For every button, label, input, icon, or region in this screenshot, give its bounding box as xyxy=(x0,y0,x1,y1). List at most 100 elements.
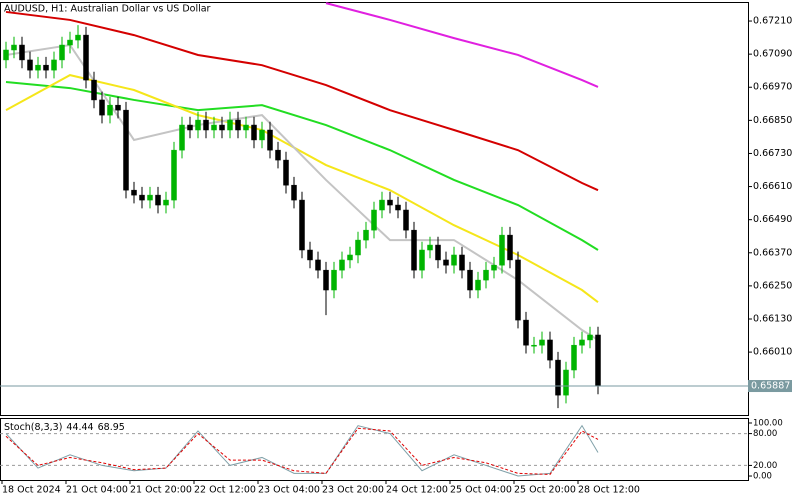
x-tick-label: 28 Oct 12:00 xyxy=(578,485,640,496)
y-tick-label: 80.00 xyxy=(753,429,777,439)
candle-body xyxy=(307,249,313,261)
candle-body xyxy=(179,124,185,151)
y-tick-label: 0.66130 xyxy=(753,313,792,324)
candle-body xyxy=(347,254,353,261)
y-tick-label: 0.66250 xyxy=(753,280,792,291)
candle-body xyxy=(371,209,377,231)
candle-body xyxy=(83,34,89,81)
y-tick-label: 0.66490 xyxy=(753,214,792,225)
candle-body xyxy=(267,129,273,151)
candle-body xyxy=(299,199,305,251)
candle-body xyxy=(19,44,25,61)
x-tick-label: 23 Oct 20:00 xyxy=(322,485,384,496)
candle-body xyxy=(107,104,113,116)
candle-body xyxy=(291,184,297,201)
candle-body xyxy=(443,259,449,266)
x-tick-label: 23 Oct 04:00 xyxy=(258,485,320,496)
candle-body xyxy=(587,334,593,341)
candle-body xyxy=(251,124,257,141)
stoch-title: Stoch(8,3,3) 44.44 68.95 xyxy=(4,422,125,433)
candle-body xyxy=(555,359,561,396)
stoch-line xyxy=(5,427,599,475)
candle-body xyxy=(459,254,465,271)
moving-average xyxy=(5,74,599,303)
last-price-label: 0.65887 xyxy=(751,381,790,392)
x-tick-label: 22 Oct 12:00 xyxy=(194,485,256,496)
candle-body xyxy=(491,264,497,271)
candle-body xyxy=(475,279,481,291)
candle-body xyxy=(147,194,153,201)
candle-body xyxy=(547,339,553,361)
candle-body xyxy=(435,244,441,261)
candle-body xyxy=(451,254,457,266)
candle-body xyxy=(523,319,529,346)
candle-body xyxy=(75,34,81,41)
candle-body xyxy=(595,334,601,387)
candle-body xyxy=(227,119,233,131)
candle-body xyxy=(579,339,585,346)
y-tick-label: 0.66850 xyxy=(753,115,792,126)
candle-body xyxy=(219,124,225,131)
candle-body xyxy=(563,369,569,396)
candle-body xyxy=(163,199,169,206)
candle-body xyxy=(403,209,409,231)
candle-body xyxy=(115,104,121,111)
y-tick-label: 20.00 xyxy=(753,461,777,471)
y-tick-label: 0.66970 xyxy=(753,82,792,93)
candle-body xyxy=(27,59,33,71)
candle-body xyxy=(355,239,361,256)
stoch-name: Stoch(8,3,3) xyxy=(4,422,62,433)
candle-body xyxy=(363,229,369,241)
candle-body xyxy=(67,39,73,46)
y-tick-label: 0.66730 xyxy=(753,148,792,159)
candle-body xyxy=(195,119,201,131)
x-tick-label: 25 Oct 20:00 xyxy=(514,485,576,496)
candle-body xyxy=(499,234,505,266)
candle-body xyxy=(571,344,577,371)
candle-body xyxy=(203,119,209,131)
x-tick-label: 21 Oct 04:00 xyxy=(66,485,128,496)
stoch-value: 68.95 xyxy=(98,422,125,433)
candle-body xyxy=(419,249,425,271)
candle-body xyxy=(43,64,49,71)
y-tick-label: 100.00 xyxy=(753,418,783,428)
last-price-box xyxy=(748,380,792,393)
y-tick-label: 0.67090 xyxy=(753,49,792,60)
candle-body xyxy=(155,194,161,206)
candle-body xyxy=(211,124,217,131)
candle-body xyxy=(139,194,145,201)
candle-body xyxy=(235,119,241,131)
candle-body xyxy=(243,124,249,131)
y-tick-label: 0.67210 xyxy=(753,16,792,27)
stoch-line xyxy=(5,424,599,477)
candle-body xyxy=(187,124,193,131)
candle-body xyxy=(323,269,329,291)
candle-body xyxy=(59,44,65,61)
candle-body xyxy=(427,244,433,251)
x-tick-label: 24 Oct 12:00 xyxy=(386,485,448,496)
stoch-value: 44.44 xyxy=(66,422,93,433)
x-tick-label: 21 Oct 20:00 xyxy=(130,485,192,496)
candle-body xyxy=(131,189,137,196)
candle-body xyxy=(411,229,417,271)
candle-body xyxy=(315,259,321,271)
moving-average xyxy=(5,10,599,192)
moving-average xyxy=(5,81,599,251)
candle-body xyxy=(539,339,545,346)
candle-body xyxy=(275,149,281,161)
candle-body xyxy=(531,344,537,347)
candle-body xyxy=(387,199,393,206)
moving-average xyxy=(325,2,599,88)
y-tick-label: 0.00 xyxy=(753,472,772,482)
candle-body xyxy=(99,99,105,116)
candle-body xyxy=(467,269,473,291)
candle-body xyxy=(51,59,57,71)
candle-body xyxy=(339,259,345,271)
candle-body xyxy=(35,64,41,71)
candle-body xyxy=(515,259,521,321)
candle-body xyxy=(91,79,97,101)
candle-body xyxy=(11,44,17,51)
candle-body xyxy=(395,204,401,211)
